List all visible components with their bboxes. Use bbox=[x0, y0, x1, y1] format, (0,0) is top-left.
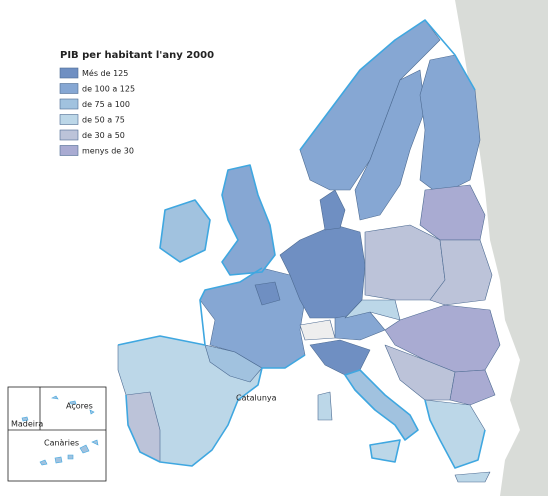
region bbox=[254, 281, 281, 306]
region bbox=[424, 399, 486, 469]
place-label: Canàries bbox=[44, 439, 79, 448]
insets: Açores Madeira Canàries bbox=[7, 386, 107, 482]
legend: PIB per habitant l'any 2000 Més de 125 de… bbox=[59, 50, 214, 156]
legend-swatch bbox=[59, 98, 79, 110]
region bbox=[429, 239, 493, 306]
region bbox=[354, 69, 426, 221]
region bbox=[419, 184, 486, 241]
legend-swatch bbox=[59, 67, 79, 79]
legend-swatch bbox=[59, 145, 79, 156]
coastline bbox=[117, 19, 486, 469]
region bbox=[319, 189, 346, 231]
regions bbox=[117, 19, 501, 483]
legend-swatch bbox=[59, 83, 79, 94]
region bbox=[454, 471, 491, 483]
legend-label: de 100 a 125 bbox=[82, 85, 135, 94]
legend-label: de 50 a 75 bbox=[82, 116, 125, 125]
legend-label: Més de 125 bbox=[82, 68, 128, 78]
place-label: Catalunya bbox=[236, 394, 277, 403]
region bbox=[344, 299, 401, 321]
region bbox=[299, 319, 336, 341]
legend-title: PIB per habitant l'any 2000 bbox=[60, 50, 214, 61]
place-label: Madeira bbox=[11, 420, 43, 429]
place-label: Açores bbox=[66, 402, 93, 411]
region bbox=[221, 164, 276, 276]
legend-label: de 75 a 100 bbox=[82, 100, 130, 109]
region bbox=[449, 369, 496, 406]
legend-label: menys de 30 bbox=[82, 147, 134, 156]
region bbox=[364, 224, 446, 301]
region bbox=[317, 391, 333, 421]
region bbox=[309, 339, 371, 376]
legend-swatch bbox=[59, 114, 79, 125]
legend-swatch bbox=[59, 129, 79, 141]
legend-label: de 30 a 50 bbox=[82, 131, 125, 140]
